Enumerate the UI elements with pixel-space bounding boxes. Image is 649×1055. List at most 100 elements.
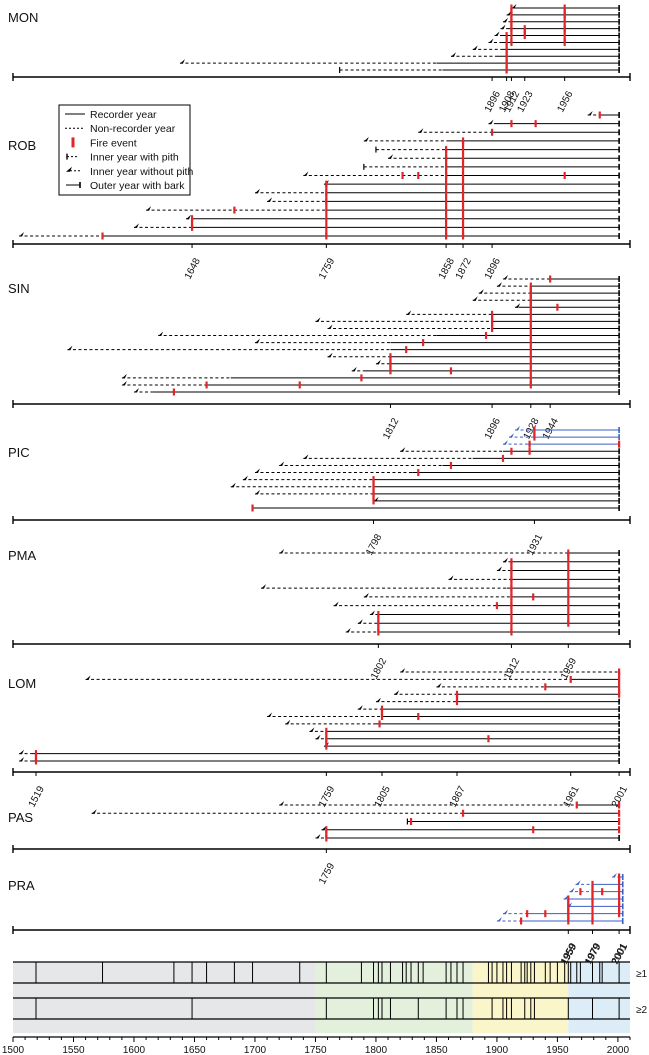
inner-no-pith-marker — [406, 310, 412, 315]
legend-box — [58, 104, 191, 196]
tree-series — [506, 10, 620, 19]
tree-series — [91, 809, 621, 817]
inner-no-pith-marker — [509, 433, 515, 438]
fire-year-label: 1759 — [317, 861, 337, 886]
tree-series — [351, 366, 620, 375]
x-axis-tick-label: 1800 — [365, 1045, 388, 1055]
panel-axis: 1959 1979 2001 — [12, 926, 631, 967]
fire-year-label: 1956 — [555, 89, 575, 114]
tree-series — [496, 917, 624, 925]
tree-series — [186, 214, 620, 223]
tree-series — [121, 380, 620, 389]
tree-series — [309, 727, 620, 735]
inner-no-pith-marker — [375, 359, 381, 365]
inner-no-pith-marker — [472, 296, 478, 301]
tree-series — [363, 163, 620, 171]
tree-series — [179, 59, 620, 67]
x-axis-tick-label: 1700 — [244, 1045, 267, 1055]
inner-no-pith-marker — [309, 727, 315, 732]
inner-no-pith-marker — [91, 809, 97, 814]
inner-no-pith-marker — [488, 38, 494, 43]
legend-entry-label: Fire event — [90, 137, 137, 149]
fire-year-label: 1759 — [317, 256, 337, 281]
tree-series — [242, 475, 620, 484]
site-panel-pma: PMA 1802 1912 1959 — [8, 548, 631, 681]
tree-series — [502, 440, 621, 448]
inner-no-pith-marker — [502, 440, 508, 445]
tree-series — [472, 296, 620, 304]
fire-year-label: 1912 — [502, 656, 522, 681]
tree-series — [587, 111, 620, 119]
tree-series — [375, 146, 620, 154]
inner-no-pith-marker — [315, 734, 321, 740]
inner-no-pith-marker — [511, 4, 517, 9]
inner-no-pith-marker — [502, 909, 508, 915]
inner-no-pith-marker — [19, 757, 25, 762]
legend-entry-label: Non-recorder year — [90, 123, 176, 135]
tree-series — [303, 454, 620, 462]
tree-series — [472, 45, 620, 53]
tree-series — [279, 801, 621, 809]
tree-series — [321, 825, 621, 834]
inner-no-pith-marker — [121, 380, 127, 386]
tree-series — [388, 154, 620, 162]
tree-series — [254, 338, 620, 347]
tree-series — [448, 575, 620, 583]
tree-series — [502, 17, 620, 26]
tree-series — [406, 310, 620, 318]
x-axis-tick-label: 1850 — [425, 1045, 448, 1055]
legend-entry-label: Outer year with bark — [90, 180, 185, 192]
inner-no-pith-marker — [19, 232, 25, 237]
tree-series — [357, 619, 620, 627]
composite-row-label: ≥2 — [636, 1005, 647, 1016]
tree-series — [323, 180, 620, 188]
tree-series — [133, 223, 620, 231]
inner-no-pith-marker — [158, 331, 164, 336]
tree-series — [19, 757, 620, 765]
inner-no-pith-marker — [230, 482, 236, 488]
site-label: MON — [8, 10, 38, 25]
tree-series — [375, 359, 620, 368]
inner-no-pith-marker — [394, 690, 400, 695]
inner-no-pith-marker — [496, 917, 502, 922]
inner-no-pith-marker — [418, 128, 424, 133]
site-label: ROB — [8, 138, 36, 153]
inner-no-pith-marker — [363, 136, 369, 142]
inner-no-pith-marker — [400, 447, 406, 452]
inner-no-pith-marker — [388, 154, 394, 159]
tree-series — [251, 504, 620, 512]
tree-series — [339, 66, 620, 74]
site-label: PMA — [8, 548, 37, 563]
tree-series — [450, 52, 620, 60]
inner-no-pith-marker — [515, 426, 521, 431]
tree-series — [85, 675, 620, 683]
fire-year-label: 1858 — [437, 256, 457, 281]
inner-no-pith-marker — [279, 801, 285, 806]
tree-series — [267, 712, 620, 720]
inner-no-pith-marker — [121, 373, 127, 379]
tree-series — [67, 345, 620, 354]
tree-series — [500, 24, 620, 33]
panel-axis: 1519 1759 1805 1867 1961 2001 — [12, 768, 631, 809]
site-panel-pic: PIC 1798 1931 — [8, 426, 631, 557]
site-label: SIN — [8, 281, 30, 296]
inner-no-pith-marker — [254, 338, 260, 344]
inner-no-pith-marker — [303, 454, 309, 459]
fire-year-label: 1959 — [559, 656, 579, 681]
inner-no-pith-marker — [254, 188, 260, 194]
tree-series — [121, 373, 620, 382]
inner-no-pith-marker — [494, 31, 500, 37]
inner-no-pith-marker — [375, 697, 381, 703]
inner-no-pith-marker — [254, 468, 260, 474]
panel-axis: 1802 1912 1959 — [12, 640, 631, 681]
inner-no-pith-marker — [363, 592, 369, 598]
inner-no-pith-marker — [267, 712, 273, 717]
tree-series — [327, 352, 620, 361]
site-panel-pra: PRA 1959 1979 2001 — [8, 873, 631, 967]
inner-no-pith-marker — [146, 206, 152, 211]
composite-row: ≥1 — [13, 961, 647, 984]
tree-series — [261, 584, 620, 592]
